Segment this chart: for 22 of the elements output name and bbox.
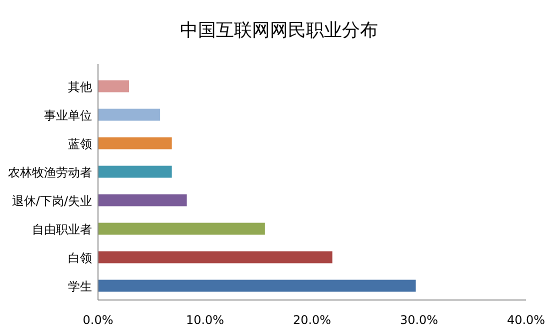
chart-title: 中国互联网网民职业分布 [180,20,378,41]
bar [98,137,172,150]
y-tick-label: 事业单位 [44,108,92,122]
bar [98,166,172,178]
bar [98,280,416,292]
x-tick-label: 30.0% [400,313,438,327]
y-tick-label: 学生 [68,279,92,294]
bar [98,251,332,264]
y-tick-label: 其他 [68,80,92,94]
bar [98,222,265,235]
y-tick-label: 蓝领 [68,136,92,151]
x-tick-label: 10.0% [186,313,224,327]
x-tick-label: 0.0% [82,313,114,327]
x-tick-label: 40.0% [506,313,546,327]
bar [98,80,130,92]
bar [98,194,187,206]
x-tick-label: 20.0% [292,313,332,327]
bar [98,108,160,121]
y-tick-label: 退休/下岗/失业 [12,194,92,208]
y-tick-label: 白领 [68,250,92,265]
y-tick-label: 自由职业者 [32,222,92,236]
y-tick-label: 农林牧渔劳动者 [8,165,92,180]
